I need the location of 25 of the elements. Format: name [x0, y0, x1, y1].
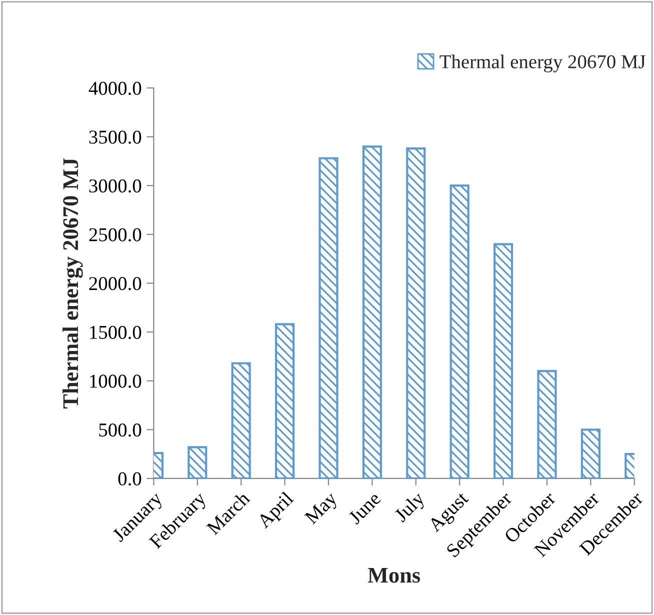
bar	[231, 362, 251, 478]
bar	[275, 323, 295, 478]
y-tick-label: 3500.0	[89, 130, 142, 144]
legend-label: Thermal energy 20670 MJ	[440, 54, 646, 72]
bar	[494, 243, 514, 478]
bar	[188, 446, 208, 478]
y-tick-label: 2000.0	[89, 277, 142, 290]
bar	[537, 370, 557, 478]
bar	[580, 428, 600, 478]
bar	[318, 157, 338, 478]
y-axis-title: Thermal energy 20670 MJ	[62, 158, 83, 408]
y-tick-label: 1000.0	[90, 374, 142, 388]
y-tick-label: 500.0	[99, 423, 142, 437]
bar	[450, 184, 470, 478]
y-tick-label: 4000.0	[88, 82, 142, 95]
bar	[362, 145, 382, 478]
x-axis-title: Mons	[368, 568, 420, 583]
bar	[406, 147, 426, 478]
x-tick-label: July	[393, 490, 428, 526]
y-tick-label: 2500.0	[89, 228, 142, 242]
y-tick-label: 3000.0	[89, 179, 142, 193]
x-tick-label: May	[304, 490, 341, 528]
x-tick-label: June	[348, 491, 382, 525]
y-tick-label: 0.0	[118, 472, 142, 486]
y-tick-label: 1500.0	[90, 326, 142, 340]
